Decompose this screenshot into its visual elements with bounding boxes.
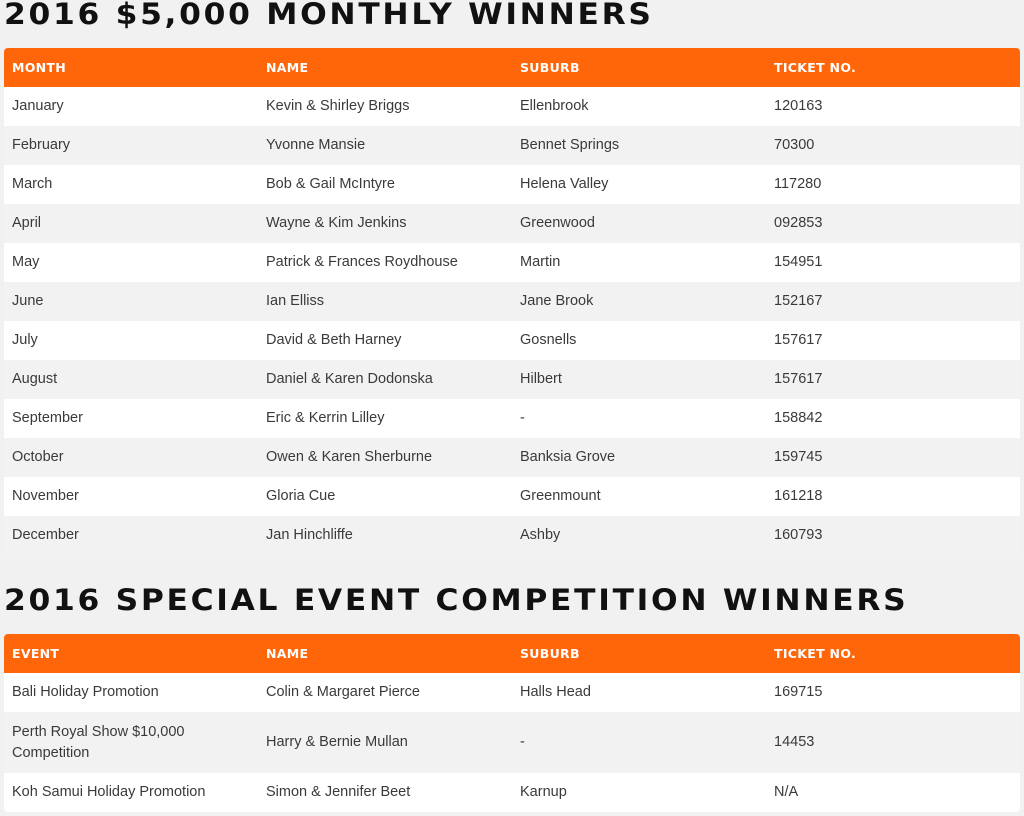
table-row: Bali Holiday Promotion Colin & Margaret P… <box>4 673 1020 712</box>
cell-ticket: 154951 <box>774 254 823 270</box>
cell-suburb: Banksia Grove <box>520 449 616 465</box>
cell-name: Simon & Jennifer Beet <box>266 784 411 800</box>
table-row: March Bob & Gail McIntyre Helena Valley 117… <box>4 165 1020 204</box>
monthly-winners-title: 2016 $5,000 MONTHLY WINNERS <box>4 0 654 31</box>
cell-suburb: Jane Brook <box>520 293 594 309</box>
cell-ticket: 157617 <box>774 332 823 348</box>
cell-suburb: Greenwood <box>520 215 595 231</box>
special-event-winners-title: 2016 SPECIAL EVENT COMPETITION WINNERS <box>4 583 909 617</box>
column-header-suburb: SUBURB <box>512 634 766 673</box>
table-row: July David & Beth Harney Gosnells 157617 <box>4 321 1020 360</box>
table-row: May Patrick & Frances Roydhouse Martin 1549… <box>4 243 1020 282</box>
cell-suburb: Halls Head <box>520 684 591 700</box>
cell-ticket: 160793 <box>774 527 823 543</box>
column-header-name: NAME <box>258 634 512 673</box>
table-header-row: MONTH NAME SUBURB TICKET NO. <box>4 48 1020 87</box>
cell-month: January <box>12 98 64 114</box>
cell-ticket: 117280 <box>774 176 822 192</box>
cell-ticket: 159745 <box>774 449 823 465</box>
cell-ticket: 14453 <box>774 734 815 750</box>
cell-suburb: Helena Valley <box>520 176 609 192</box>
cell-ticket: N/A <box>774 784 799 800</box>
cell-ticket: 157617 <box>774 371 823 387</box>
cell-name: Jan Hinchliffe <box>266 527 353 543</box>
cell-name: Daniel & Karen Dodonska <box>266 371 433 387</box>
cell-ticket: 169715 <box>774 684 823 700</box>
cell-suburb: - <box>520 410 525 426</box>
cell-ticket: 161218 <box>774 488 823 504</box>
cell-month: April <box>12 215 42 231</box>
table-row: June Ian Elliss Jane Brook 152167 <box>4 282 1020 321</box>
special-event-winners-table: EVENT NAME SUBURB TICKET NO. Bali Holida… <box>4 634 1020 812</box>
table-row: November Gloria Cue Greenmount 161218 <box>4 477 1020 516</box>
cell-name: Harry & Bernie Mullan <box>266 734 408 750</box>
column-header-month: MONTH <box>4 48 258 87</box>
column-header-event: EVENT <box>4 634 258 673</box>
cell-suburb: Hilbert <box>520 371 562 387</box>
cell-month: November <box>12 488 79 504</box>
cell-month: June <box>12 293 44 309</box>
cell-suburb: Greenmount <box>520 488 601 504</box>
cell-month: May <box>12 254 40 270</box>
column-header-suburb: SUBURB <box>512 48 766 87</box>
cell-suburb: Ellenbrook <box>520 98 589 114</box>
table-row: September Eric & Kerrin Lilley - 158842 <box>4 399 1020 438</box>
cell-ticket: 120163 <box>774 98 823 114</box>
table-row: August Daniel & Karen Dodonska Hilbert 1576… <box>4 360 1020 399</box>
cell-month: July <box>12 332 38 348</box>
cell-event: Koh Samui Holiday Promotion <box>12 784 206 800</box>
table-row: January Kevin & Shirley Briggs Ellenbrook 1… <box>4 87 1020 126</box>
cell-name: Colin & Margaret Pierce <box>266 684 420 700</box>
cell-suburb: Bennet Springs <box>520 137 620 153</box>
table-row: February Yvonne Mansie Bennet Springs 70300 <box>4 126 1020 165</box>
cell-month: March <box>12 176 53 192</box>
cell-name: Bob & Gail McIntyre <box>266 176 395 192</box>
cell-name: Owen & Karen Sherburne <box>266 449 433 465</box>
cell-suburb: Karnup <box>520 784 567 800</box>
cell-name: Patrick & Frances Roydhouse <box>266 254 458 270</box>
cell-suburb: Ashby <box>520 527 561 543</box>
column-header-ticket: TICKET NO. <box>766 48 1020 87</box>
cell-month: October <box>12 449 64 465</box>
table-row: Perth Royal Show $10,000 Competition Harr… <box>4 712 1020 773</box>
column-header-name: NAME <box>258 48 512 87</box>
cell-suburb: - <box>520 734 525 750</box>
table-header-row: EVENT NAME SUBURB TICKET NO. <box>4 634 1020 673</box>
cell-month: August <box>12 371 58 387</box>
table-row: April Wayne & Kim Jenkins Greenwood 092853 <box>4 204 1020 243</box>
cell-name: Kevin & Shirley Briggs <box>266 98 410 114</box>
cell-name: Yvonne Mansie <box>266 137 366 153</box>
cell-month: December <box>12 527 79 543</box>
cell-month: September <box>12 410 83 426</box>
cell-name: Wayne & Kim Jenkins <box>266 215 407 231</box>
monthly-winners-table: MONTH NAME SUBURB TICKET NO. January Kevi… <box>4 48 1020 555</box>
cell-name: David & Beth Harney <box>266 332 402 348</box>
table-row: December Jan Hinchliffe Ashby 160793 <box>4 516 1020 555</box>
cell-suburb: Gosnells <box>520 332 577 348</box>
column-header-ticket: TICKET NO. <box>766 634 1020 673</box>
cell-month: February <box>12 137 71 153</box>
cell-event: Perth Royal Show $10,000 Competition <box>12 723 185 761</box>
cell-ticket: 158842 <box>774 410 823 426</box>
cell-name: Gloria Cue <box>266 488 336 504</box>
cell-name: Eric & Kerrin Lilley <box>266 410 385 426</box>
cell-name: Ian Elliss <box>266 293 325 309</box>
cell-suburb: Martin <box>520 254 561 270</box>
cell-ticket: 152167 <box>774 293 823 309</box>
cell-ticket: 092853 <box>774 215 823 231</box>
table-row: October Owen & Karen Sherburne Banksia Gro… <box>4 438 1020 477</box>
cell-event: Bali Holiday Promotion <box>12 684 159 700</box>
table-row: Koh Samui Holiday Promotion Simon & Jenni… <box>4 773 1020 812</box>
cell-ticket: 70300 <box>774 137 815 153</box>
